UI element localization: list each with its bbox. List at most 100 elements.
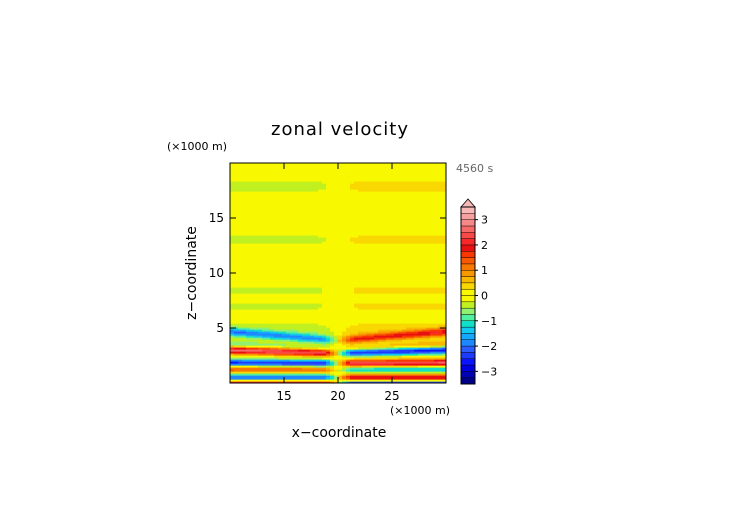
field-cell <box>342 339 347 342</box>
field-cell <box>298 305 303 308</box>
field-cell <box>410 309 415 312</box>
field-cell <box>314 259 319 262</box>
field-cell <box>250 321 255 324</box>
field-cell <box>358 207 363 210</box>
field-cell <box>442 349 446 352</box>
field-cell <box>386 327 391 330</box>
field-cell <box>310 271 315 274</box>
field-cell <box>234 345 239 348</box>
field-cell <box>386 315 391 318</box>
field-cell <box>278 347 283 350</box>
field-cell <box>402 313 407 316</box>
field-cell <box>306 319 311 322</box>
field-cell <box>366 219 371 222</box>
field-cell <box>298 287 303 290</box>
field-cell <box>434 335 439 338</box>
field-cell <box>402 215 407 218</box>
field-cell <box>334 299 339 302</box>
field-cell <box>278 221 283 224</box>
field-cell <box>246 357 251 360</box>
field-cell <box>358 231 363 234</box>
field-cell <box>386 323 391 326</box>
field-cell <box>250 221 255 224</box>
field-cell <box>430 365 435 368</box>
field-cell <box>434 265 439 268</box>
field-cell <box>290 337 295 340</box>
field-cell <box>350 315 355 318</box>
field-cell <box>418 277 423 280</box>
field-cell <box>422 337 427 340</box>
field-cell <box>274 341 279 344</box>
field-cell <box>274 287 279 290</box>
field-cell <box>230 303 235 306</box>
field-cell <box>314 319 319 322</box>
field-cell <box>310 225 315 228</box>
field-cell <box>338 381 343 383</box>
field-cell <box>410 361 415 364</box>
field-cell <box>382 265 387 268</box>
field-cell <box>398 359 403 362</box>
field-cell <box>386 379 391 382</box>
field-cell <box>310 243 315 246</box>
field-cell <box>286 347 291 350</box>
field-cell <box>290 271 295 274</box>
field-cell <box>430 285 435 288</box>
field-cell <box>442 257 446 260</box>
field-cell <box>250 215 255 218</box>
field-cell <box>322 231 327 234</box>
field-cell <box>374 209 379 212</box>
field-cell <box>394 379 399 382</box>
field-cell <box>350 335 355 338</box>
field-cell <box>262 271 267 274</box>
field-cell <box>262 297 267 300</box>
field-cell <box>358 317 363 320</box>
field-cell <box>322 287 327 290</box>
field-cell <box>286 271 291 274</box>
field-cell <box>366 361 371 364</box>
field-cell <box>398 271 403 274</box>
field-cell <box>370 363 375 366</box>
field-cell <box>278 243 283 246</box>
field-cell <box>234 317 239 320</box>
field-cell <box>230 255 235 258</box>
field-cell <box>302 247 307 250</box>
field-cell <box>338 371 343 374</box>
field-cell <box>278 303 283 306</box>
field-cell <box>234 289 239 292</box>
field-cell <box>298 337 303 340</box>
field-cell <box>346 285 351 288</box>
field-cell <box>266 199 271 202</box>
field-cell <box>350 281 355 284</box>
field-cell <box>374 269 379 272</box>
field-cell <box>318 357 323 360</box>
field-cell <box>326 309 331 312</box>
field-cell <box>310 197 315 200</box>
field-cell <box>318 223 323 226</box>
field-cell <box>238 367 243 370</box>
field-cell <box>370 289 375 292</box>
field-cell <box>262 201 267 204</box>
field-cell <box>406 257 411 260</box>
field-cell <box>338 339 343 342</box>
field-cell <box>274 201 279 204</box>
field-cell <box>386 357 391 360</box>
field-cell <box>302 331 307 334</box>
field-cell <box>242 297 247 300</box>
field-cell <box>422 363 427 366</box>
field-cell <box>418 239 423 242</box>
field-cell <box>318 339 323 342</box>
field-cell <box>298 251 303 254</box>
field-cell <box>378 223 383 226</box>
field-cell <box>302 267 307 270</box>
field-cell <box>410 345 415 348</box>
field-cell <box>250 293 255 296</box>
field-cell <box>258 369 263 372</box>
field-cell <box>234 199 239 202</box>
field-cell <box>270 263 275 266</box>
field-cell <box>310 285 315 288</box>
field-cell <box>414 265 419 268</box>
field-cell <box>314 371 319 374</box>
field-cell <box>422 199 427 202</box>
field-cell <box>438 221 443 224</box>
field-cell <box>442 381 446 383</box>
